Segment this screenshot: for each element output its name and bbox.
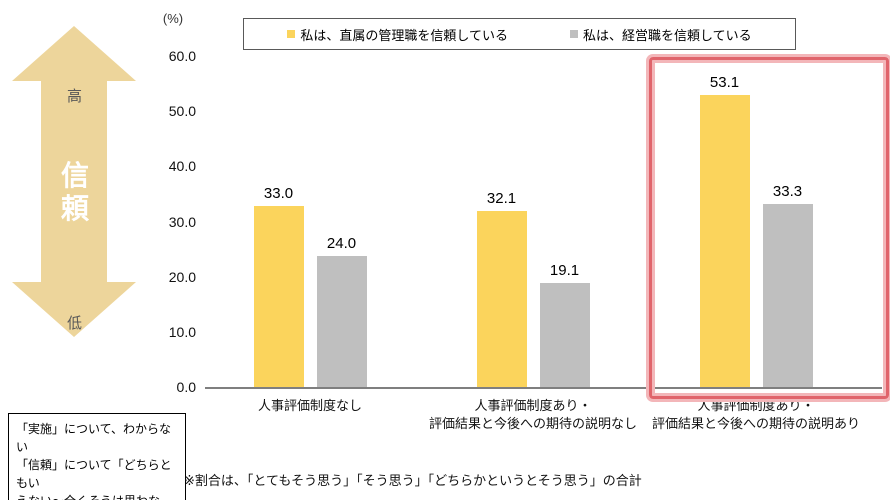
trust-arrow-title: 信 頼 — [60, 160, 89, 225]
y-axis-tick-label: 40.0 — [168, 158, 196, 175]
sample-note-box: 「実施」について、わからない 「信頼」について「どちらともい えない～全くそうは… — [8, 413, 186, 500]
trust-arrow-shape — [12, 26, 136, 337]
bar-value-label: 32.1 — [486, 190, 517, 207]
bar-series1-group3 — [699, 95, 750, 388]
legend-item-managers: 私は、直属の管理職を信頼している — [287, 25, 508, 44]
category-label: 人事評価制度あり・ 評価結果と今後への期待の説明あり — [651, 398, 860, 432]
arrow-label-low: 低 — [66, 315, 83, 332]
legend-box: 私は、直属の管理職を信頼している 私は、経営職を信頼している — [243, 18, 796, 50]
legend-item-executives: 私は、経営職を信頼している — [570, 25, 752, 44]
category-label: 人事評価制度あり・ 評価結果と今後への期待の説明なし — [428, 398, 637, 432]
bar-series2-group1 — [316, 256, 367, 388]
footnote: ※割合は、「とてもそう思う」「そう思う」「どちらかというとそう思う」の合計 — [184, 473, 642, 488]
bar-value-label: 19.1 — [549, 262, 580, 279]
x-axis-line — [205, 387, 882, 389]
y-axis-tick-label: 20.0 — [168, 268, 196, 285]
bar-value-label: 53.1 — [709, 74, 740, 91]
legend-swatch-gray — [570, 30, 578, 38]
bar-series1-group1 — [253, 206, 304, 388]
y-axis-tick-label: 60.0 — [168, 48, 196, 64]
y-axis-tick-label: 30.0 — [168, 213, 196, 230]
legend-swatch-yellow — [287, 30, 296, 38]
y-axis-unit-label: (%) — [162, 11, 184, 26]
legend-label: 私は、直属の管理職を信頼している — [300, 27, 508, 43]
bar-value-label: 33.3 — [772, 183, 803, 200]
category-label: 人事評価制度なし — [257, 398, 362, 413]
y-axis-tick-label: 10.0 — [168, 323, 196, 340]
trust-axis-arrow: 高 信 頼 低 — [10, 24, 140, 339]
bar-series2-group2 — [539, 283, 590, 388]
double-arrow-icon — [12, 26, 136, 337]
bar-series2-group3 — [762, 204, 813, 388]
arrow-label-high: 高 — [66, 88, 83, 105]
bar-value-label: 33.0 — [263, 185, 294, 202]
legend-label: 私は、経営職を信頼している — [583, 27, 752, 43]
bar-value-label: 24.0 — [326, 235, 357, 252]
y-axis-tick-label: 50.0 — [168, 103, 196, 120]
y-axis-tick-label: 0.0 — [176, 379, 196, 395]
bar-series1-group2 — [476, 211, 527, 388]
